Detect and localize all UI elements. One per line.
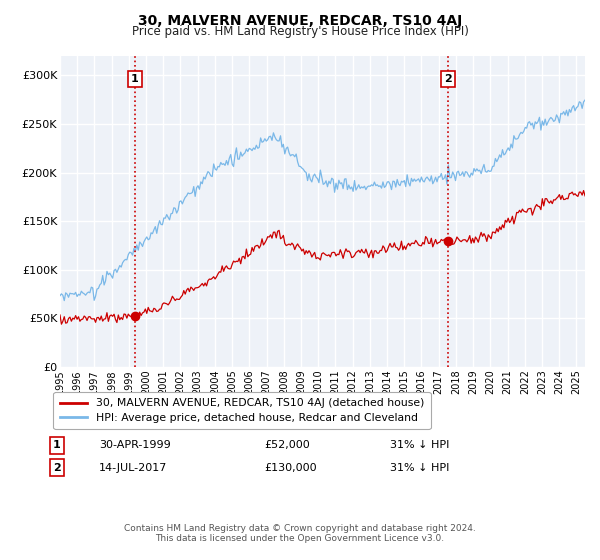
Text: Price paid vs. HM Land Registry's House Price Index (HPI): Price paid vs. HM Land Registry's House … [131, 25, 469, 38]
Text: £52,000: £52,000 [264, 440, 310, 450]
Text: Contains HM Land Registry data © Crown copyright and database right 2024.
This d: Contains HM Land Registry data © Crown c… [124, 524, 476, 543]
Text: 1: 1 [131, 74, 139, 85]
Text: 14-JUL-2017: 14-JUL-2017 [99, 463, 167, 473]
Legend: 30, MALVERN AVENUE, REDCAR, TS10 4AJ (detached house), HPI: Average price, detac: 30, MALVERN AVENUE, REDCAR, TS10 4AJ (de… [53, 392, 431, 429]
Text: 30-APR-1999: 30-APR-1999 [99, 440, 171, 450]
Text: 31% ↓ HPI: 31% ↓ HPI [390, 440, 449, 450]
Text: £130,000: £130,000 [264, 463, 317, 473]
Text: 2: 2 [53, 463, 61, 473]
Text: 2: 2 [444, 74, 452, 85]
Text: 31% ↓ HPI: 31% ↓ HPI [390, 463, 449, 473]
Text: 30, MALVERN AVENUE, REDCAR, TS10 4AJ: 30, MALVERN AVENUE, REDCAR, TS10 4AJ [138, 14, 462, 28]
Text: 1: 1 [53, 440, 61, 450]
